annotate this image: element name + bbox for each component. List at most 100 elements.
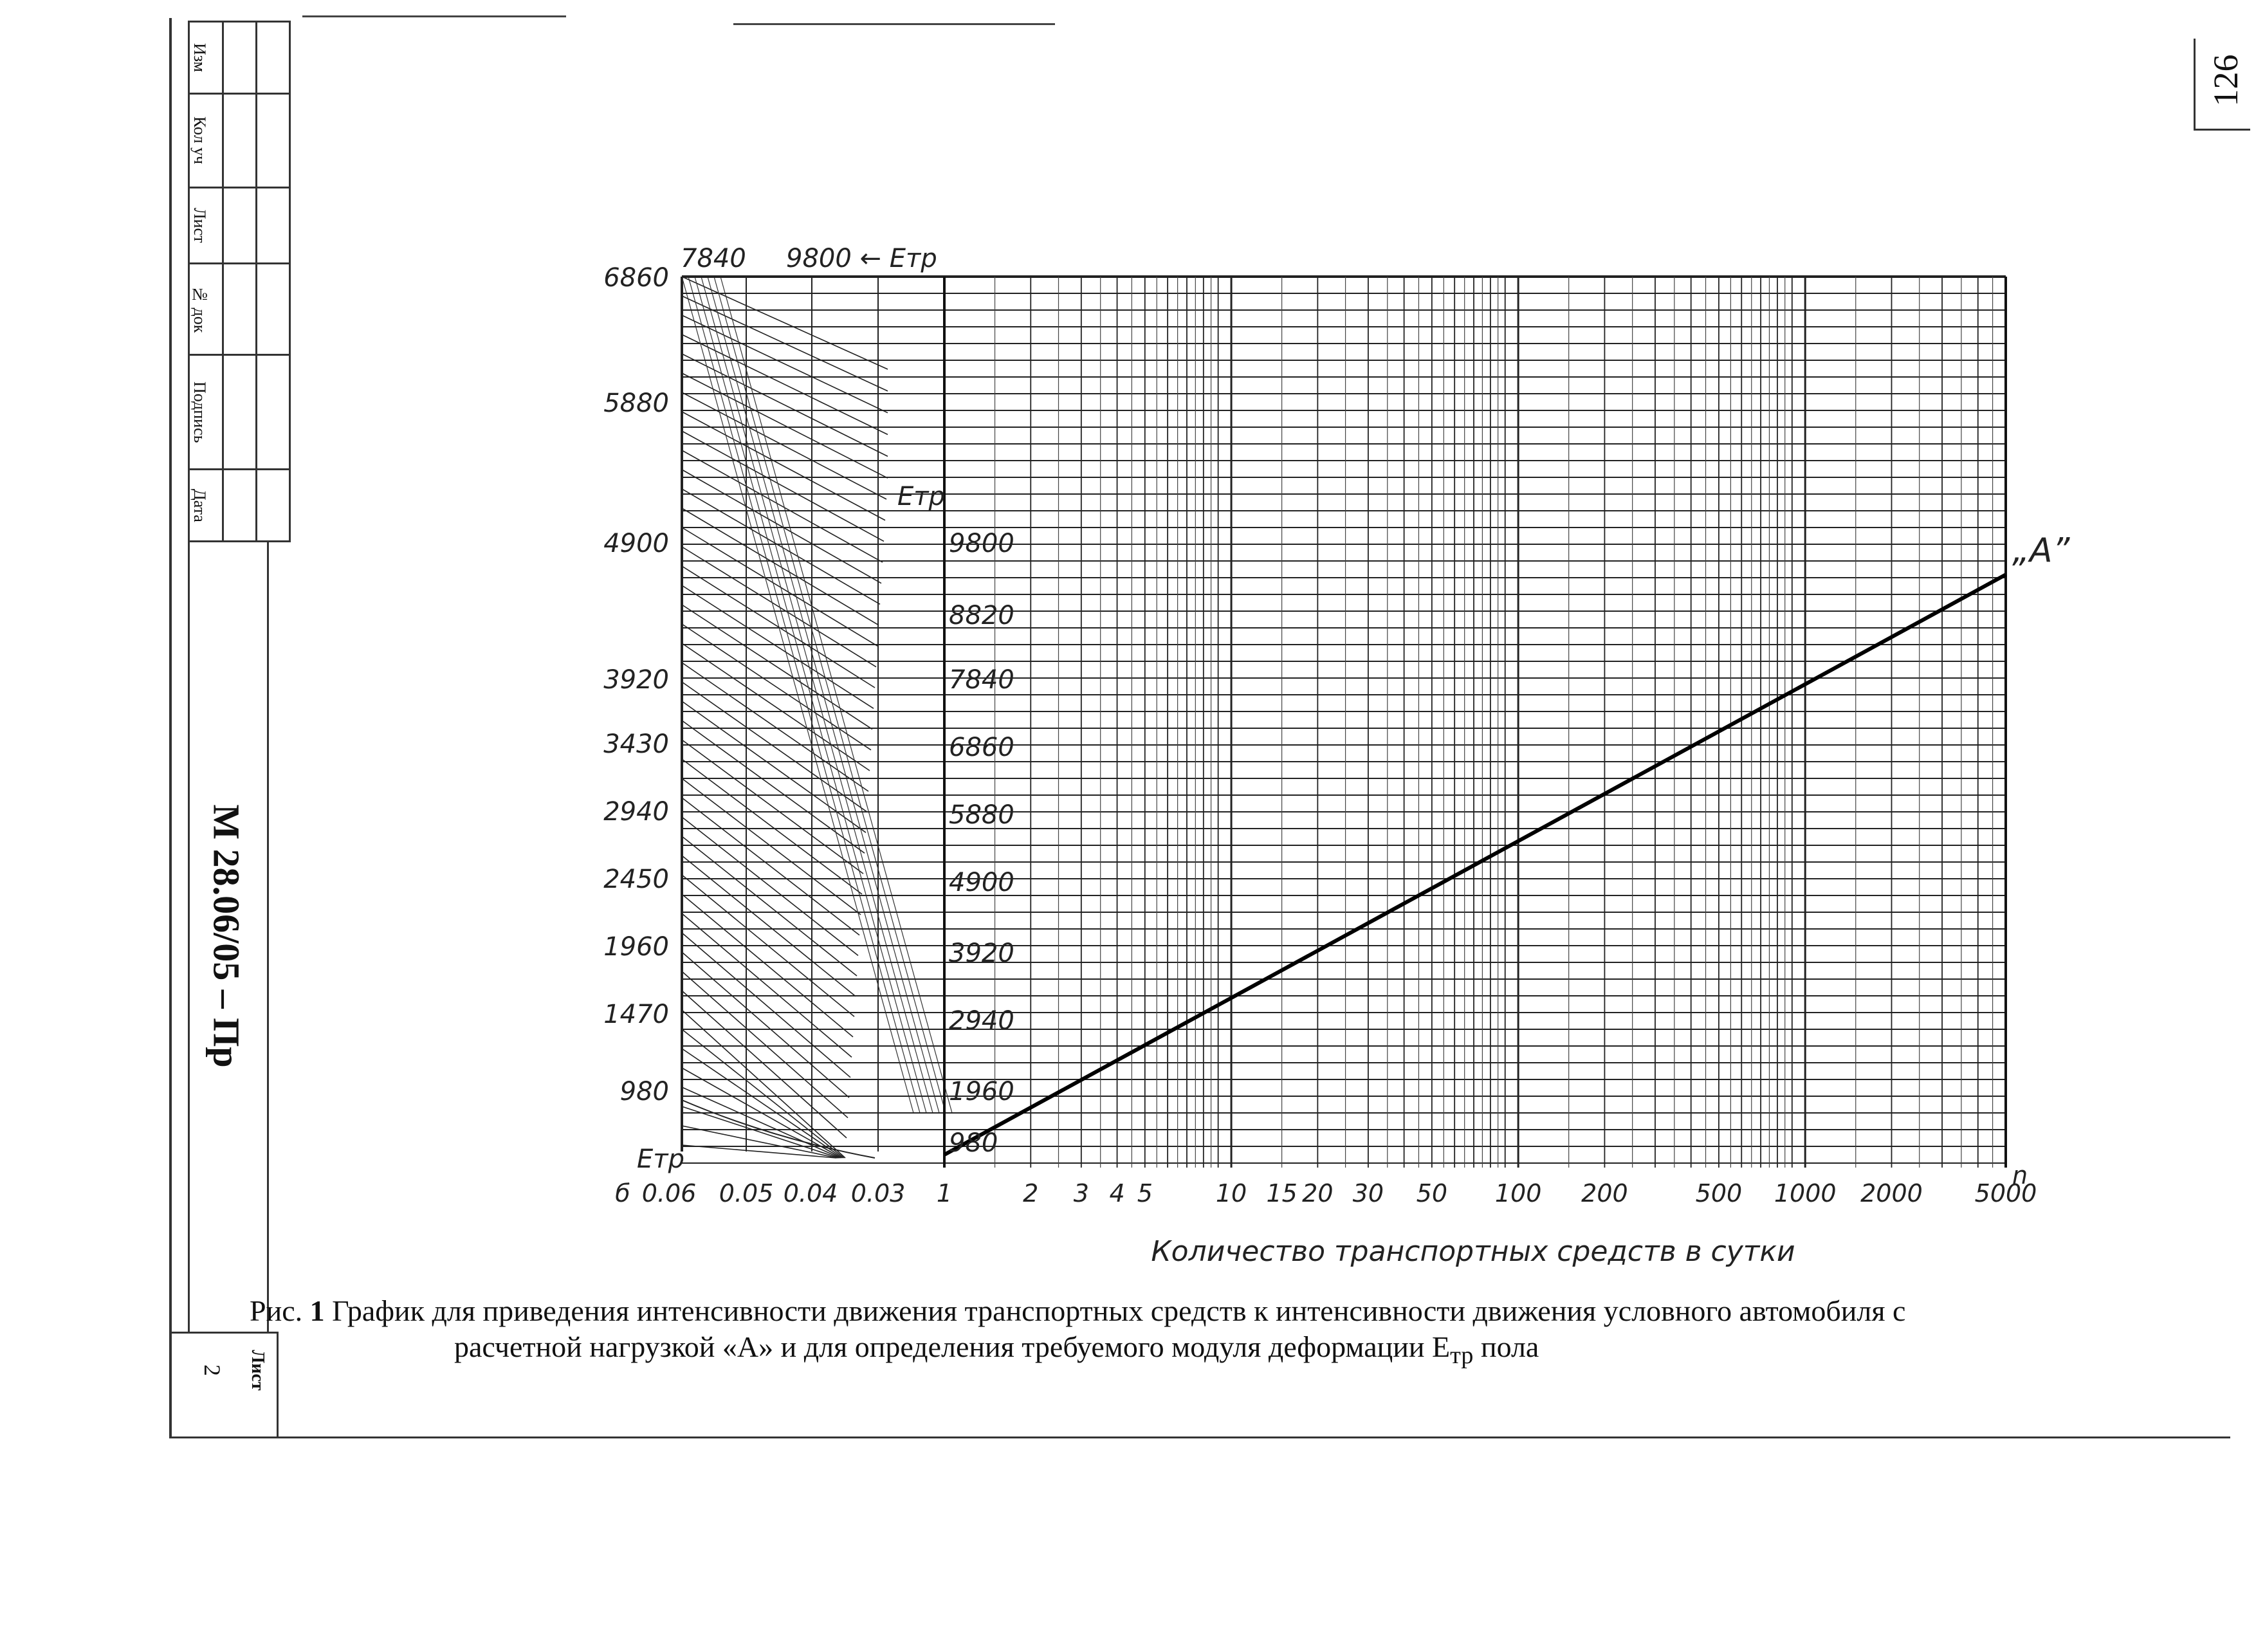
hatch-line bbox=[681, 797, 860, 936]
mid-axis-tick: 6860 bbox=[949, 733, 1014, 762]
hatch-line bbox=[681, 816, 859, 956]
mid-axis-tick: 1960 bbox=[949, 1077, 1014, 1106]
panel-envelope-curve bbox=[681, 1099, 876, 1159]
left-bottom-tick: б bbox=[615, 1179, 630, 1207]
sheet-label: Лист bbox=[248, 1350, 268, 1391]
hatch-line bbox=[681, 643, 870, 771]
page-number-box bbox=[2194, 39, 2250, 131]
sheet-number-box bbox=[169, 1332, 279, 1438]
series-line bbox=[943, 573, 2007, 1157]
hatch-line bbox=[681, 411, 886, 521]
x-axis-tick: 3 bbox=[1074, 1179, 1089, 1207]
hatch-line bbox=[681, 836, 857, 977]
stamp-cell-label: Подпись bbox=[190, 381, 209, 443]
hatch-line bbox=[681, 546, 877, 668]
axis-labels: 7840 9800 ← Етр68605880490039203430294024… bbox=[603, 244, 2037, 1268]
x-axis-tick: 5 bbox=[1137, 1179, 1153, 1207]
x-axis-tick: 5000 bbox=[1975, 1179, 2037, 1207]
left-axis-tick: 3920 bbox=[603, 665, 669, 695]
x-axis-tick: 15 bbox=[1266, 1179, 1297, 1207]
hatch-line bbox=[681, 720, 865, 854]
x-axis-tick: 10 bbox=[1216, 1179, 1247, 1207]
mid-axis-tick: 5880 bbox=[949, 800, 1014, 830]
left-bottom-tick: 0.03 bbox=[851, 1179, 906, 1207]
hatch-line bbox=[681, 334, 888, 436]
stamp-cell-label: Кол уч bbox=[190, 116, 209, 165]
hatch-line bbox=[681, 681, 868, 812]
hatch-line bbox=[681, 565, 876, 688]
hatch-line bbox=[681, 1125, 838, 1159]
top-border-line bbox=[733, 23, 1055, 25]
hatch-line bbox=[681, 353, 888, 457]
mid-axis-tick: 4900 bbox=[949, 868, 1014, 897]
sheet-number: 2 bbox=[199, 1364, 225, 1376]
x-axis-tick: 30 bbox=[1353, 1179, 1384, 1207]
sheet-frame bbox=[169, 18, 2230, 1438]
hatch-line bbox=[681, 527, 878, 647]
hatch-line bbox=[681, 585, 874, 709]
mid-axis-tick: 2940 bbox=[949, 1006, 1014, 1036]
hatch-line bbox=[681, 778, 861, 915]
left-axis-tick: 3430 bbox=[603, 730, 669, 759]
x-axis-tick: 4 bbox=[1109, 1179, 1124, 1207]
x-axis-tick: 200 bbox=[1581, 1179, 1628, 1207]
x-axis-tick: 2000 bbox=[1860, 1179, 1923, 1207]
main-grid bbox=[682, 275, 2007, 1168]
left-axis-tick: 6860 bbox=[603, 263, 669, 293]
hatch-line bbox=[681, 932, 851, 1078]
left-bottom-tick: 0.04 bbox=[784, 1179, 838, 1207]
x-axis-label: Количество транспортных средств в сутки bbox=[1151, 1235, 1795, 1268]
left-axis-tick: 1960 bbox=[603, 932, 669, 962]
figure-caption: Рис. 1 График для приведения интенсивнос… bbox=[250, 1293, 2115, 1373]
caption-subscript: тр bbox=[1450, 1342, 1474, 1370]
left-bottom-tick: 0.05 bbox=[719, 1179, 774, 1207]
stamp-cell-label: Лист bbox=[190, 208, 209, 243]
mid-axis-tick: 980 bbox=[949, 1128, 998, 1158]
x-axis-tick: 2 bbox=[1023, 1179, 1038, 1207]
hatch-line bbox=[681, 1029, 845, 1159]
caption-prefix: Рис. bbox=[250, 1294, 310, 1327]
hatch-line bbox=[681, 913, 852, 1058]
mid-axis-tick: 3920 bbox=[949, 939, 1014, 968]
hatch-line bbox=[681, 392, 887, 500]
stamp-cell-label: Изм bbox=[190, 42, 209, 73]
x-axis-tick: 100 bbox=[1495, 1179, 1542, 1207]
top-label: 7840 bbox=[681, 244, 746, 273]
left-hatched-panel bbox=[681, 276, 953, 1159]
x-axis-tick: 50 bbox=[1417, 1179, 1447, 1207]
x-axis-tick: 1000 bbox=[1774, 1179, 1837, 1207]
caption-figure-number: 1 bbox=[309, 1294, 325, 1327]
stamp-cell-label: № док bbox=[190, 285, 209, 333]
caption-line-2-end: пола bbox=[1473, 1330, 1539, 1363]
x-axis-end-label: n bbox=[2012, 1161, 2028, 1189]
hatch-line bbox=[681, 894, 854, 1038]
top-label: 9800 ← Етр bbox=[786, 244, 937, 273]
left-bottom-tick: 0.06 bbox=[642, 1179, 697, 1207]
caption-line-2: расчетной нагрузкой «А» и для определени… bbox=[454, 1330, 1451, 1363]
hatch-line bbox=[681, 488, 881, 605]
left-axis-tick: 5880 bbox=[603, 389, 669, 418]
left-axis-tick: 4900 bbox=[603, 529, 669, 558]
hatch-line bbox=[681, 1048, 843, 1159]
hatch-line bbox=[681, 469, 882, 584]
stamp-cell-label: Дата bbox=[190, 488, 209, 522]
x-axis-tick: 1 bbox=[937, 1179, 952, 1207]
hatch-line bbox=[681, 1106, 839, 1159]
x-axis-tick: 20 bbox=[1302, 1179, 1333, 1207]
left-axis-tick: 1470 bbox=[603, 1000, 669, 1029]
hatch-line bbox=[681, 604, 873, 730]
mid-axis-tick: 9800 bbox=[949, 529, 1014, 558]
document-code: М 28.06/05 – Пр bbox=[205, 804, 248, 1068]
hatch-line bbox=[681, 758, 863, 895]
hatch-line bbox=[681, 662, 869, 792]
hatch-line bbox=[681, 430, 885, 542]
mid-axis-label: Етр bbox=[897, 482, 945, 511]
hatch-line bbox=[681, 701, 867, 833]
hatch-line bbox=[681, 1009, 846, 1159]
mid-axis-tick: 8820 bbox=[949, 601, 1014, 630]
hatch-line bbox=[681, 739, 864, 874]
series-line-a: „А” bbox=[943, 531, 2071, 1157]
left-axis-label: Етр bbox=[637, 1144, 684, 1174]
hatch-line bbox=[681, 276, 888, 370]
